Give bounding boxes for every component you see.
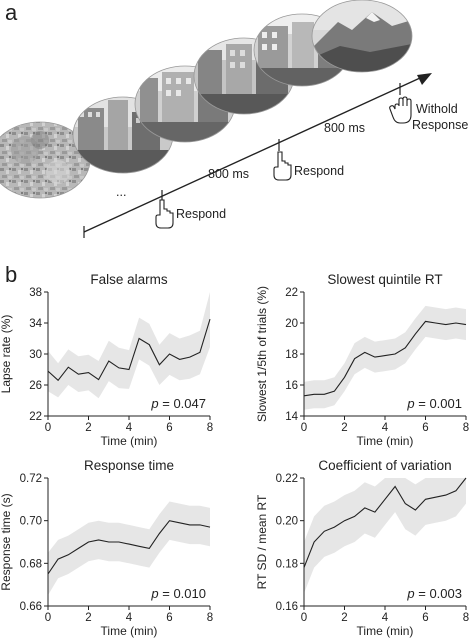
x-tick-label: 8: [463, 422, 469, 434]
hand-pointing-icon: [155, 199, 174, 229]
y-axis-label: Slowest 1/5th of trials (%): [255, 286, 269, 422]
p-value-annotation: p = 0.003: [406, 586, 462, 601]
x-tick-label: 8: [207, 422, 213, 434]
x-tick-label: 8: [463, 612, 469, 624]
x-tick-label: 2: [85, 612, 91, 624]
y-tick-label: 16: [285, 380, 298, 392]
y-tick-label: 0.66: [20, 601, 42, 613]
scene-noise-mask: [0, 121, 91, 199]
x-tick-label: 6: [422, 422, 428, 434]
x-tick-label: 4: [382, 422, 389, 434]
ellipsis: ...: [116, 185, 126, 199]
y-tick-label: 30: [29, 349, 42, 361]
y-tick-label: 0.20: [276, 516, 298, 528]
x-axis-label: Time (min): [357, 434, 414, 448]
p-value-annotation: p = 0.010: [150, 586, 206, 601]
timeline-axis: [83, 77, 421, 233]
data-line: [47, 520, 211, 575]
y-tick-label: 0.16: [276, 601, 298, 613]
panel-letter-b: b: [5, 262, 17, 287]
chart-title: Slowest quintile RT: [327, 272, 442, 287]
sem-band: [48, 292, 210, 399]
panel-letter-a: a: [5, 0, 18, 25]
x-axis-label: Time (min): [357, 624, 414, 638]
y-tick-label: 38: [29, 287, 42, 299]
y-tick-label: 0.70: [20, 516, 42, 528]
chart-4: 0 2 4 6 8 0.16 0.18 0.20 0.22 Coefficient of vari…: [255, 458, 469, 638]
x-tick-label: 4: [126, 612, 133, 624]
y-tick-label: 26: [29, 380, 42, 392]
chart-2: 0 2 4 6 8 14 16 18 20 22 Slowest quintile RT Time (…: [255, 272, 469, 448]
withhold-label-line1: Withold: [416, 102, 458, 116]
x-tick-label: 2: [341, 612, 347, 624]
data-line: [303, 320, 467, 397]
x-tick-label: 4: [126, 422, 133, 434]
y-tick-label: 22: [285, 287, 298, 299]
y-tick-label: 14: [285, 411, 298, 423]
x-tick-label: 2: [85, 422, 91, 434]
scene-mountain: [311, 0, 413, 73]
data-line: [303, 477, 467, 568]
chart-3: 0 2 4 6 8 0.66 0.68 0.70 0.72 Response time Time (…: [0, 458, 213, 638]
x-tick-label: 0: [301, 612, 307, 624]
x-tick-label: 6: [166, 422, 172, 434]
hand-pointing-icon: [273, 151, 292, 181]
x-tick-label: 6: [422, 612, 428, 624]
y-tick-label: 34: [29, 318, 42, 330]
y-axis-label: Response time (s): [0, 493, 13, 590]
y-tick-label: 22: [29, 411, 42, 423]
p-value-annotation: p = 0.001: [406, 396, 462, 411]
x-tick-label: 6: [166, 612, 172, 624]
y-axis-label: Lapse rate (%): [0, 315, 13, 394]
y-tick-label: 0.68: [20, 558, 42, 570]
sem-band: [304, 478, 466, 594]
chart-title: False alarms: [90, 272, 168, 287]
x-tick-label: 4: [382, 612, 389, 624]
chart-title: Coefficient of variation: [318, 458, 451, 473]
y-tick-label: 20: [285, 318, 298, 330]
y-tick-label: 0.18: [276, 558, 298, 570]
y-tick-label: 0.22: [276, 473, 298, 485]
y-tick-label: 0.72: [20, 473, 42, 485]
chart-1: 0 2 4 6 8 22 26 30 34 38 False alarms Time (min) Lap…: [0, 272, 213, 448]
x-axis-label: Time (min): [101, 624, 158, 638]
sem-band: [48, 501, 210, 596]
timeline-arrowhead: [417, 73, 432, 85]
sem-band: [304, 305, 466, 410]
isi-label-1: 800 ms: [208, 167, 249, 181]
y-tick-label: 18: [285, 349, 298, 361]
x-tick-label: 2: [341, 422, 347, 434]
panel-a: a ...: [0, 0, 468, 238]
p-value-annotation: p = 0.047: [150, 396, 206, 411]
isi-label-2: 800 ms: [324, 121, 365, 135]
respond-label-2: Respond: [294, 164, 344, 178]
x-tick-label: 0: [301, 422, 307, 434]
withhold-label-line2: Response: [412, 118, 468, 132]
x-axis-label: Time (min): [101, 434, 158, 448]
x-tick-label: 0: [45, 612, 51, 624]
x-tick-label: 8: [207, 612, 213, 624]
y-axis-label: RT SD / mean RT: [255, 494, 269, 589]
open-hand-icon: [389, 96, 412, 124]
respond-label-1: Respond: [176, 207, 226, 221]
data-line: [47, 318, 211, 382]
x-tick-label: 0: [45, 422, 51, 434]
chart-title: Response time: [84, 458, 174, 473]
